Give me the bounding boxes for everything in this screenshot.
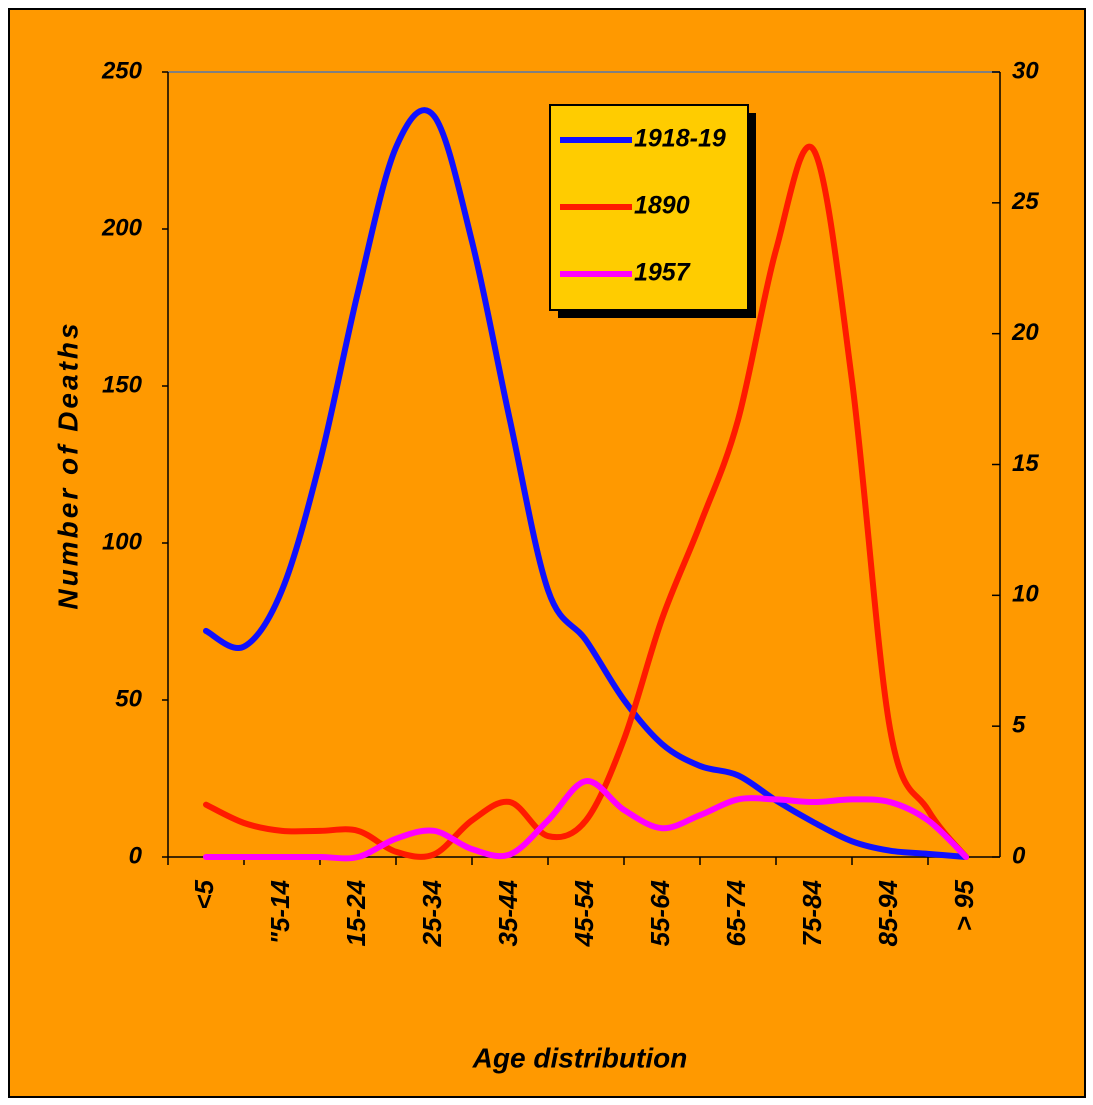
chart-background — [8, 8, 1086, 1098]
legend-label: 1918-19 — [634, 125, 726, 153]
x-tick-label: > 95 — [949, 879, 979, 931]
y2-tick-label: 5 — [1012, 712, 1026, 739]
x-axis-title: Age distribution — [472, 1042, 688, 1073]
y-tick-label: 150 — [102, 371, 143, 398]
y2-tick-label: 15 — [1012, 450, 1039, 477]
y-tick-label: 50 — [115, 685, 142, 712]
x-tick-label: 25-34 — [417, 879, 447, 947]
y2-tick-label: 20 — [1011, 319, 1039, 346]
y-axis-title: Number of Deaths — [52, 320, 83, 609]
y2-tick-label: 0 — [1012, 842, 1026, 869]
legend: 1918-19 1890 1957 — [549, 104, 756, 318]
x-tick-label: 35-44 — [493, 879, 523, 946]
x-tick-label: 85-94 — [873, 879, 903, 946]
y-tick-label: 100 — [102, 528, 143, 555]
y-tick-label: 200 — [101, 214, 143, 241]
y2-tick-label: 10 — [1012, 581, 1039, 608]
x-tick-label: 45-54 — [569, 879, 599, 947]
x-tick-label: "5-14 — [265, 879, 295, 944]
legend-label: 1957 — [634, 259, 691, 287]
x-tick-label: 55-64 — [645, 879, 675, 946]
series-line — [203, 778, 969, 862]
y2-tick-label: 30 — [1012, 57, 1039, 84]
legend-label: 1890 — [634, 192, 690, 220]
y-tick-label: 250 — [101, 57, 143, 84]
y-tick-label: 0 — [129, 842, 143, 869]
series-line — [203, 107, 969, 860]
x-tick-label: 65-74 — [721, 879, 751, 946]
series-line — [203, 143, 969, 860]
y2-tick-label: 25 — [1011, 188, 1039, 215]
x-tick-label: 15-24 — [341, 879, 371, 946]
x-tick-label: <5 — [189, 879, 219, 909]
x-tick-label: 75-84 — [797, 879, 827, 946]
